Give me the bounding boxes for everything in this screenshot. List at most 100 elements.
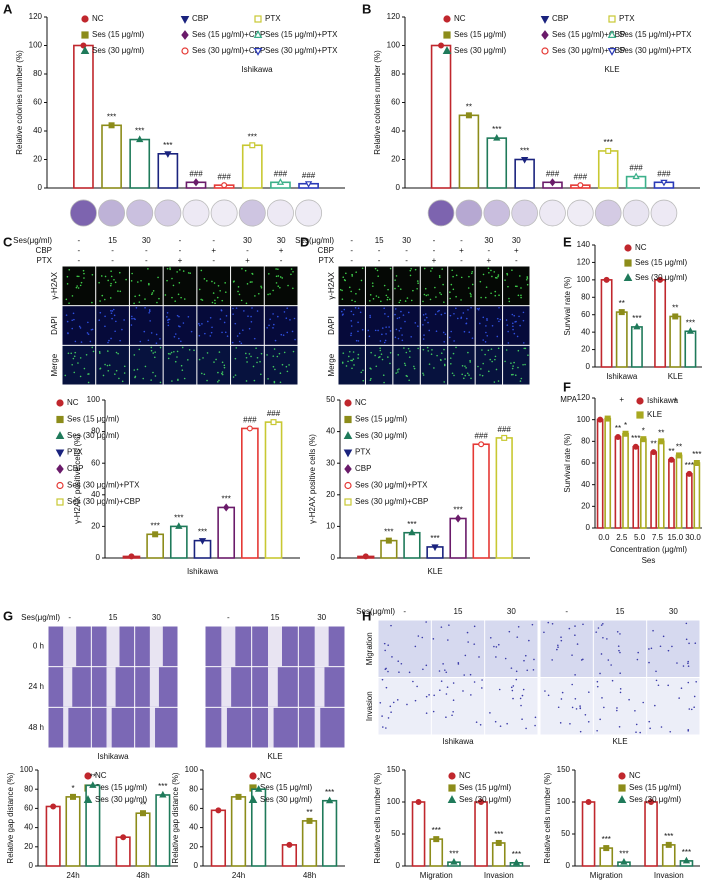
header-value: - bbox=[460, 256, 463, 265]
cell bbox=[180, 340, 182, 343]
bar bbox=[429, 838, 444, 867]
cell bbox=[387, 644, 389, 647]
cell bbox=[111, 310, 114, 312]
bar-marker bbox=[603, 845, 610, 852]
header-value: - bbox=[280, 256, 283, 265]
cell bbox=[482, 339, 485, 341]
cell bbox=[176, 356, 178, 358]
cell bbox=[171, 277, 173, 280]
legend-marker bbox=[618, 772, 626, 780]
y-tick-label: 60 bbox=[33, 98, 42, 107]
cell bbox=[174, 300, 176, 302]
cell bbox=[461, 365, 464, 367]
cell bbox=[375, 365, 378, 368]
cell bbox=[64, 374, 67, 377]
cell bbox=[430, 270, 432, 272]
colony-dish bbox=[650, 199, 678, 227]
cell bbox=[495, 646, 498, 648]
cell bbox=[177, 293, 180, 296]
cell bbox=[134, 318, 136, 321]
significance: *** bbox=[685, 461, 694, 470]
cell bbox=[489, 636, 492, 639]
cell bbox=[200, 372, 203, 375]
bar-marker bbox=[306, 817, 313, 824]
cell bbox=[79, 357, 82, 359]
cell bbox=[135, 306, 138, 309]
cell bbox=[79, 327, 82, 329]
legend-marker bbox=[443, 15, 451, 23]
bar-marker bbox=[215, 807, 222, 814]
cell bbox=[403, 347, 405, 349]
bar bbox=[169, 525, 188, 559]
cell bbox=[166, 311, 169, 314]
cell bbox=[444, 669, 446, 671]
cell bbox=[413, 365, 415, 368]
legend-marker bbox=[56, 415, 64, 424]
cell bbox=[412, 289, 414, 292]
scratch-gap bbox=[268, 707, 274, 748]
cell bbox=[687, 665, 690, 667]
cell bbox=[494, 355, 497, 358]
micrograph bbox=[378, 678, 431, 735]
cell bbox=[376, 269, 379, 272]
cell bbox=[183, 298, 186, 300]
significance: * bbox=[257, 776, 260, 785]
cell bbox=[520, 296, 522, 299]
bar-marker bbox=[633, 322, 641, 330]
significance: *** bbox=[632, 314, 641, 323]
cell bbox=[450, 283, 453, 286]
cell bbox=[428, 694, 430, 696]
bar-marker bbox=[192, 178, 200, 187]
y-tick-label: 20 bbox=[391, 155, 400, 164]
cell bbox=[370, 377, 372, 380]
cell bbox=[173, 350, 175, 353]
cell bbox=[138, 301, 141, 303]
cell bbox=[522, 319, 525, 322]
cell bbox=[438, 276, 441, 279]
cell bbox=[177, 379, 179, 381]
cell bbox=[273, 381, 276, 384]
header-value: 15 bbox=[271, 613, 280, 622]
bar bbox=[146, 533, 164, 559]
micrograph bbox=[393, 345, 420, 385]
cell bbox=[220, 372, 223, 375]
cell bbox=[400, 327, 402, 329]
y-tick-label: 140 bbox=[577, 240, 591, 249]
legend-marker bbox=[80, 46, 90, 55]
x-tick-label: Invasion bbox=[654, 871, 684, 880]
bar bbox=[301, 820, 318, 867]
cell bbox=[359, 311, 362, 314]
cell bbox=[243, 310, 245, 312]
cell bbox=[588, 691, 590, 693]
header-label: Ses(μg/ml) bbox=[21, 613, 60, 622]
cell bbox=[383, 642, 386, 645]
cell bbox=[576, 643, 579, 645]
cell bbox=[244, 352, 247, 355]
cell bbox=[379, 347, 381, 350]
legend-marker bbox=[623, 273, 633, 281]
cell bbox=[357, 340, 360, 342]
cell bbox=[130, 324, 133, 326]
cell bbox=[167, 357, 170, 360]
y-tick-label: 100 bbox=[387, 41, 401, 50]
cell bbox=[242, 329, 244, 331]
cell bbox=[159, 338, 161, 340]
cell bbox=[279, 381, 282, 384]
row-label: DAPI bbox=[50, 316, 59, 335]
x-axis-label: Concentration (μg/ml) bbox=[610, 545, 687, 554]
legend-marker bbox=[249, 772, 257, 780]
cell bbox=[499, 318, 502, 321]
cell bbox=[367, 329, 370, 332]
header-value: + bbox=[178, 256, 183, 265]
significance: * bbox=[71, 784, 74, 793]
cell bbox=[487, 349, 490, 352]
cell bbox=[187, 272, 190, 274]
bar bbox=[630, 326, 643, 368]
y-tick-label: 80 bbox=[91, 427, 100, 436]
cell bbox=[480, 368, 482, 370]
cell bbox=[119, 339, 121, 342]
y-tick-label: 100 bbox=[29, 41, 43, 50]
y-tick-label: 60 bbox=[581, 458, 590, 467]
cell bbox=[110, 282, 112, 285]
cell bbox=[429, 298, 432, 301]
